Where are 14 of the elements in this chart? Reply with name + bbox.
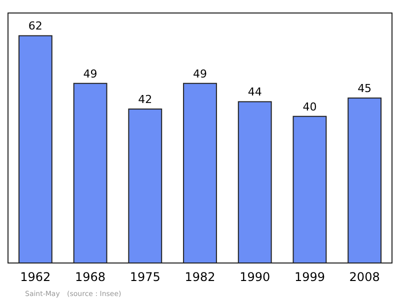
data-label: 62 [28, 20, 42, 33]
data-label: 40 [302, 100, 317, 114]
data-label: 49 [83, 67, 98, 80]
data-label: 44 [248, 86, 262, 99]
x-tick-label: 1968 [75, 270, 106, 284]
data-label: 42 [138, 93, 152, 106]
x-tick-label: 1982 [184, 270, 216, 284]
data-label: 49 [193, 67, 207, 80]
x-tick-label: 2008 [349, 270, 380, 284]
x-tick-label: 1990 [240, 270, 270, 284]
x-tick-label: 1962 [20, 270, 51, 284]
x-tick-label: 1999 [294, 270, 325, 284]
x-tick-label: 1975 [130, 270, 160, 284]
data-label: 45 [358, 82, 372, 96]
